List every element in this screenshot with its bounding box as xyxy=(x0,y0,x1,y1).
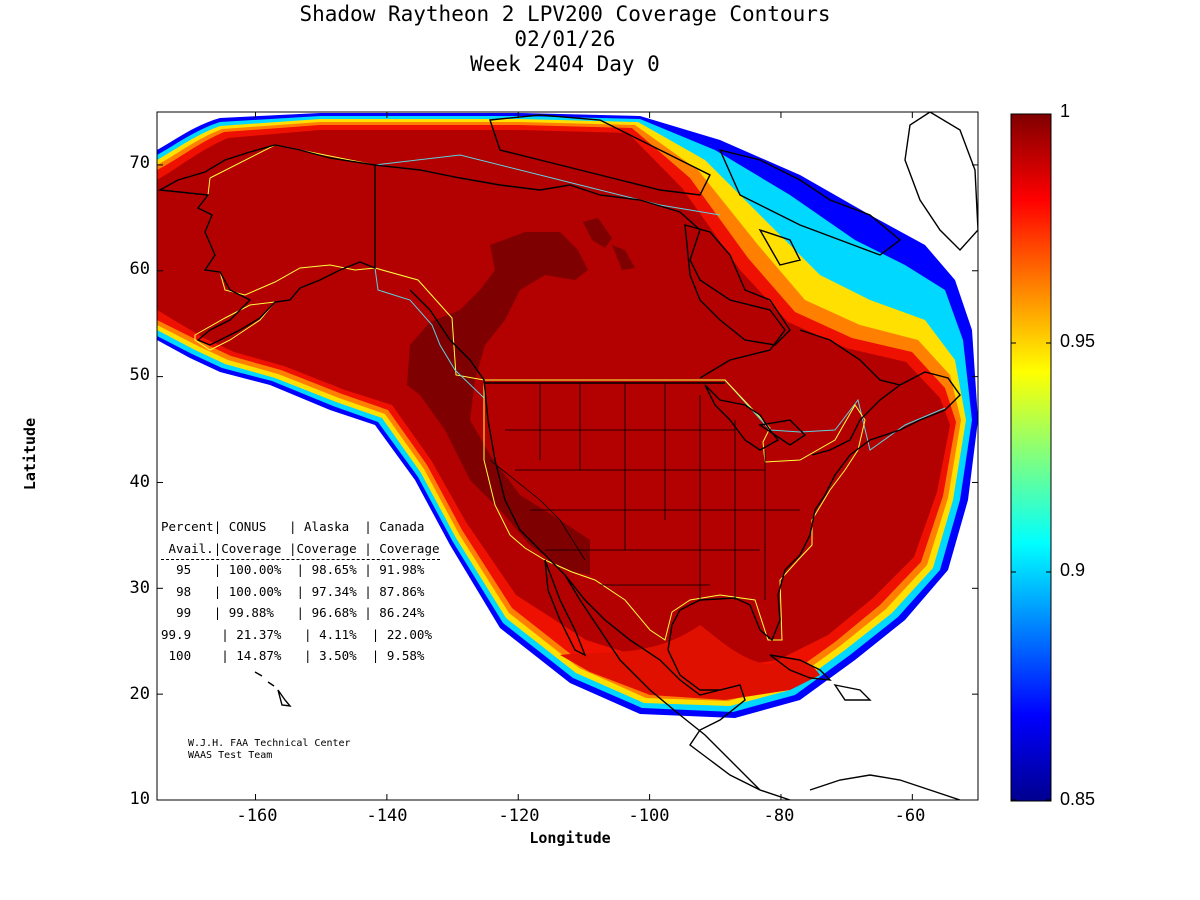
colorbar xyxy=(1010,113,1052,802)
state-borders xyxy=(489,383,800,600)
mexico-pacific xyxy=(564,574,761,791)
y-axis-label: Latitude xyxy=(21,417,39,491)
credit-block: W.J.H. FAA Technical Center WAAS Test Te… xyxy=(188,738,351,762)
y-tick-label: 30 xyxy=(129,578,150,598)
stats-cell: 87.86% xyxy=(379,583,425,599)
stats-cell: 99.88% xyxy=(228,605,274,620)
arctic-islands xyxy=(489,114,902,266)
stats-cell: 100.00% xyxy=(228,583,282,599)
contour-peak-spot-2 xyxy=(612,245,635,270)
plot-frame xyxy=(156,111,979,801)
credit-org: W.J.H. FAA Technical Center xyxy=(188,738,351,749)
gulf-mexico-coast xyxy=(667,649,791,800)
map-week-day: Week 2404 Day 0 xyxy=(470,52,660,76)
hudson-bay xyxy=(684,224,791,346)
stats-data-row: 99 | 99.88% | 96.68% | 86.24% xyxy=(176,605,425,620)
stats-cell: 3.50% xyxy=(319,648,357,663)
stats-cell: 95 xyxy=(176,562,192,577)
stats-cell: 14.87% xyxy=(236,648,282,663)
stats-cell: 100 xyxy=(168,648,192,663)
stats-header-cell: Coverage xyxy=(221,540,282,556)
stats-data-row: 98 | 100.00% | 97.34% | 87.86% xyxy=(176,583,425,599)
colorbar-ticks xyxy=(1011,113,1051,801)
coverage-contours xyxy=(157,113,978,718)
south-america-north xyxy=(809,774,961,800)
stats-header-cell: Alaska xyxy=(304,519,350,534)
y-tick-label: 70 xyxy=(129,153,150,173)
colorbar-label: 0.9 xyxy=(1060,560,1086,580)
stats-cell: 91.98% xyxy=(379,562,425,577)
stats-data-row: 100 | 14.87% | 3.50% | 9.58% xyxy=(168,648,425,663)
stats-cell: 21.37% xyxy=(236,626,282,642)
colorbar-label: 0.85 xyxy=(1060,789,1096,809)
hawaii xyxy=(254,671,292,707)
stats-data-row: 99.9 | 21.37% | 4.11% | 22.00% xyxy=(161,626,432,642)
stats-cell: 98 xyxy=(176,583,192,599)
stats-cell: 98.65% xyxy=(311,562,357,577)
colorbar-label: 1 xyxy=(1060,101,1071,121)
contour-band-red-south xyxy=(560,625,820,700)
stats-header-row: Avail.|Coverage |Coverage | Coverage xyxy=(161,538,440,560)
stats-header-cell: Coverage xyxy=(296,540,357,556)
atlantic-coast xyxy=(667,371,961,651)
x-tick-label: -100 xyxy=(628,806,670,826)
contour-peak-spot xyxy=(583,218,612,248)
credit-team: WAAS Test Team xyxy=(188,750,273,761)
y-tick-label: 10 xyxy=(129,789,150,809)
x-axis-label: Longitude xyxy=(529,829,611,847)
colorbar-label: 0.95 xyxy=(1060,331,1096,351)
y-tick-label: 40 xyxy=(129,472,150,492)
coverage-stats-table: Percent| CONUS | Alaska | Canada Avail.|… xyxy=(161,516,440,667)
y-tick-label: 60 xyxy=(129,259,150,279)
stats-cell: 4.11% xyxy=(319,626,357,642)
caribbean-cuba xyxy=(769,654,872,701)
stats-cell: 99.9 xyxy=(161,626,192,642)
stats-header-cell: Avail. xyxy=(168,540,214,556)
stats-header-cell: Percent xyxy=(161,519,214,534)
stats-cell: 96.68% xyxy=(311,605,357,620)
stats-header-row: Percent| CONUS | Alaska | Canada xyxy=(161,519,425,534)
x-tick-label: -160 xyxy=(236,806,278,826)
alaska-coastline xyxy=(157,144,376,346)
stats-cell: 22.00% xyxy=(386,626,432,642)
x-tick-label: -140 xyxy=(366,806,408,826)
baja-california xyxy=(544,559,587,657)
stats-cell: 9.58% xyxy=(386,648,425,663)
y-tick-label: 20 xyxy=(129,684,150,704)
stats-cell: 86.24% xyxy=(379,605,425,620)
axis-tick-marks xyxy=(157,112,978,801)
stats-data-row: 95 | 100.00% | 98.65% | 91.98% xyxy=(176,562,425,577)
pacific-coast xyxy=(409,289,721,696)
stats-header-cell: Coverage xyxy=(379,540,440,556)
stats-header-cell: Canada xyxy=(379,519,425,534)
map-date: 02/01/26 xyxy=(514,27,616,51)
labrador-coast xyxy=(799,329,901,386)
x-tick-label: -80 xyxy=(763,806,795,826)
stats-cell: 97.34% xyxy=(311,583,357,599)
y-tick-label: 50 xyxy=(129,365,150,385)
x-tick-label: -120 xyxy=(498,806,540,826)
stats-cell: 100.00% xyxy=(228,562,282,577)
great-lakes xyxy=(704,384,807,451)
stats-header-cell: CONUS xyxy=(228,519,267,534)
stats-cell: 99 xyxy=(176,605,192,620)
canada-north-coast xyxy=(374,164,786,379)
x-tick-label: -60 xyxy=(894,806,926,826)
greenland xyxy=(904,112,978,252)
map-title: Shadow Raytheon 2 LPV200 Coverage Contou… xyxy=(299,2,831,26)
coastlines xyxy=(157,112,978,800)
contour-peak-region xyxy=(407,232,590,575)
